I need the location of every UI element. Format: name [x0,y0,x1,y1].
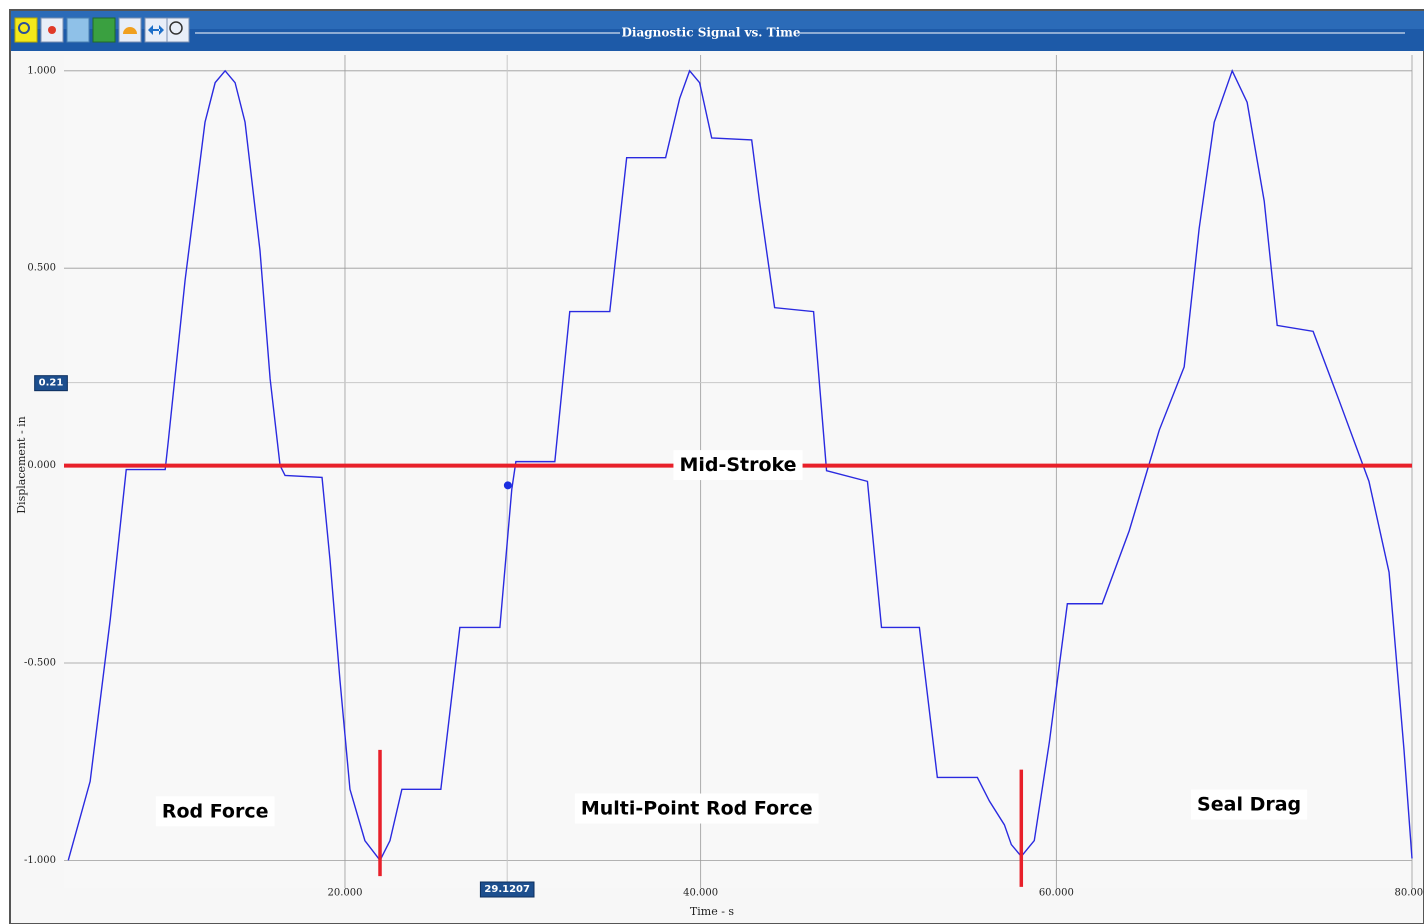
cursor-tag-box [34,375,68,392]
cursor-tag-box [479,881,535,898]
reset-icon [169,21,183,35]
series-line [67,68,1413,862]
x-axis-title: Time - s [690,905,735,918]
y-axis-title: Displacement - in [15,416,28,514]
chart-title: Diagnostic Signal vs. Time [622,26,801,40]
annotation-box [574,793,819,824]
cursor-point [503,481,512,490]
y-tick-label: -0.500 [24,657,56,668]
annotation: Multi-Point Rod Force [574,793,819,824]
x-tick-label: 40.000 [683,888,718,899]
annotation: Rod Force [155,796,275,827]
annotation-box [155,796,275,827]
y-tick-label: -1.000 [24,855,56,866]
x-tick-label: 60.000 [1039,888,1074,899]
measure-icon [123,27,137,34]
annotation-text: Rod Force [162,800,269,822]
x-tick-label: 80.000 [1395,888,1424,899]
x-tick-label: 20.000 [327,888,362,899]
cursor-tag-text: 0.21 [39,378,64,389]
annotation-text: Seal Drag [1197,794,1301,816]
pan-icon [48,26,56,34]
reference-label: Mid-Stroke [673,450,803,481]
y-tick-label: 0.000 [27,460,56,471]
title-bar-shine [11,11,1424,29]
y-tick-label: 0.500 [27,263,56,274]
y-tick-label: 1.000 [27,65,56,76]
fit-icon [148,25,164,35]
zoom-tool[interactable] [14,17,38,43]
trace-tool[interactable] [66,17,90,43]
annotation-text: Multi-Point Rod Force [581,798,813,820]
cursor-tag: 29.1207 [479,881,535,898]
plot-area: 1.000 0.500 0.000 -0.500 -1.000 20.000 40.000 6… [24,55,1424,899]
cursor-tag-text: 29.1207 [484,884,530,895]
annotation: Seal Drag [1191,789,1308,820]
area-tool[interactable] [92,17,116,43]
toolbar [14,17,190,43]
reference-label-box [673,450,803,481]
zoom-icon [18,22,30,34]
cursor-tag: 0.21 [34,375,68,392]
reference-label-text: Mid-Stroke [679,454,796,476]
annotation-box [1191,789,1308,820]
